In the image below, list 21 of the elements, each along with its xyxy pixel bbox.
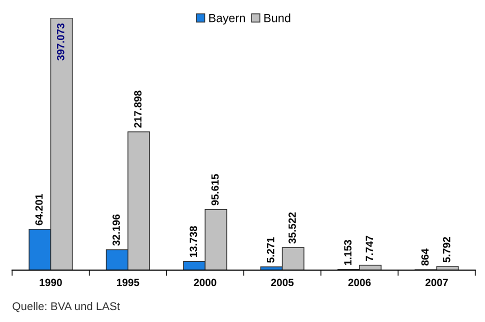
data-label: 7.747	[366, 236, 374, 262]
x-tick-label: 2007	[425, 278, 448, 286]
data-label: 64.201	[35, 194, 43, 226]
legend-label: Bund	[264, 14, 290, 22]
data-label: 864	[421, 248, 429, 266]
data-label: 95.615	[211, 174, 219, 206]
data-label: 32.196	[112, 214, 120, 246]
data-label: 1.153	[344, 240, 352, 265]
x-tick-label: 1995	[116, 278, 140, 286]
x-tick-label: 2000	[194, 278, 216, 286]
source-note: Quelle: BVA und LASt	[12, 302, 120, 312]
data-label: 5.792	[442, 237, 450, 262]
data-label: 35.522	[288, 212, 296, 244]
data-label: 217.898	[134, 90, 142, 128]
x-tick-label: 2006	[348, 278, 371, 286]
legend-label: Bayern	[209, 14, 245, 25]
data-label: 13.738	[190, 226, 198, 257]
x-tick-label: 2005	[271, 278, 294, 286]
data-label: 397.073	[56, 23, 64, 60]
x-tick-label: 1990	[40, 278, 62, 286]
data-label: 5.271	[266, 237, 274, 263]
